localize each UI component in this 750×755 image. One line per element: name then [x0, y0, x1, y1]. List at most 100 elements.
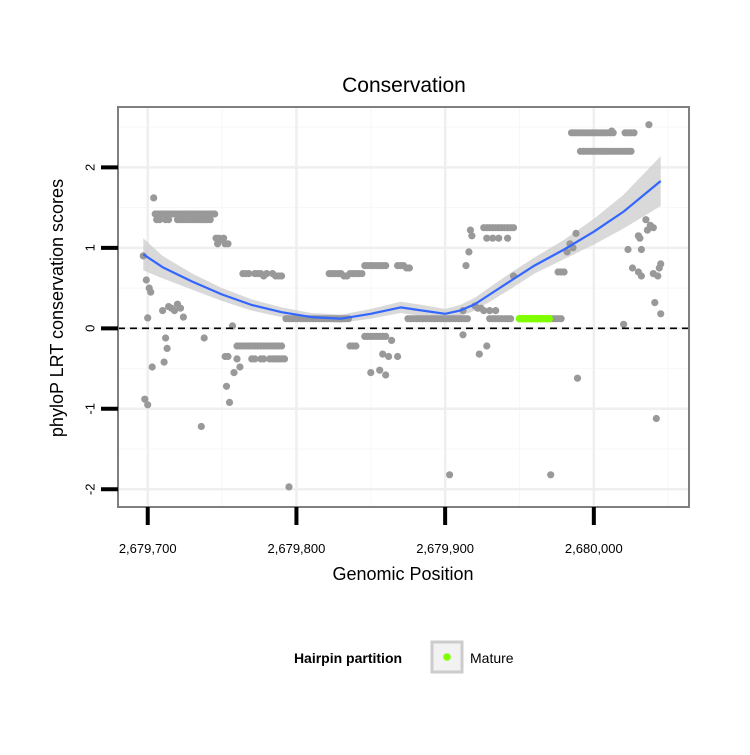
y-tick-label: 1 — [83, 244, 98, 251]
data-point — [233, 355, 241, 363]
data-point — [475, 350, 483, 358]
data-point — [480, 307, 488, 315]
data-point — [645, 121, 653, 129]
data-point — [379, 350, 387, 358]
grid-lines — [118, 107, 689, 507]
data-point — [148, 363, 156, 371]
data-point — [649, 270, 657, 278]
data-point — [251, 355, 259, 363]
data-point — [509, 224, 518, 232]
data-point — [144, 401, 152, 409]
data-point — [225, 398, 234, 406]
data-point — [651, 299, 659, 307]
data-point — [637, 245, 646, 254]
data-point — [608, 127, 616, 135]
data-point — [388, 336, 396, 344]
data-point — [170, 307, 179, 315]
data-point — [483, 342, 491, 350]
data-point — [628, 264, 637, 272]
data-point — [230, 369, 238, 377]
plot-border — [117, 106, 690, 508]
y-axis-label: phyloP LRT conservation scores — [47, 179, 67, 437]
data-point — [236, 363, 244, 371]
data-point — [462, 262, 470, 270]
data-point — [222, 382, 231, 390]
x-axis: 2,679,700 2,679,800 2,679,900 2,680,000 — [119, 507, 623, 556]
data-point — [147, 288, 155, 296]
data-point — [165, 216, 173, 224]
data-point — [492, 307, 500, 315]
data-point — [150, 194, 158, 202]
data-point — [197, 422, 205, 431]
data-point — [278, 342, 286, 350]
y-tick-label: -1 — [83, 403, 98, 415]
data-point — [224, 352, 232, 361]
x-tick-label: 2,680,000 — [565, 541, 623, 556]
data-point — [657, 310, 665, 318]
data-point — [278, 272, 286, 280]
data-point — [211, 210, 219, 218]
data-point — [627, 147, 635, 155]
data-point — [560, 268, 568, 276]
legend-label-mature: Mature — [470, 650, 514, 666]
data-point — [572, 229, 580, 237]
data-point — [382, 371, 390, 379]
x-axis-label: Genomic Position — [332, 564, 473, 584]
data-point — [179, 313, 187, 321]
data-point — [630, 129, 638, 137]
data-point — [483, 234, 491, 242]
data-point — [160, 358, 168, 366]
smooth-line — [142, 180, 662, 320]
legend-key-mature — [443, 653, 451, 661]
data-point — [507, 315, 515, 323]
legend: Hairpin partition Mature — [294, 640, 514, 674]
data-point — [489, 234, 497, 242]
data-point — [465, 248, 473, 256]
data-point — [176, 304, 185, 312]
data-point — [394, 352, 402, 361]
data-point — [214, 240, 222, 248]
data-point — [358, 270, 366, 278]
data-point — [263, 270, 271, 278]
data-point — [162, 334, 170, 342]
data-point — [206, 216, 214, 224]
data-point — [156, 216, 164, 224]
data-point — [459, 331, 467, 339]
data-point — [382, 262, 390, 270]
data-point — [636, 234, 644, 242]
legend-key-box — [430, 640, 464, 674]
data-point — [220, 234, 228, 242]
data-point — [224, 240, 232, 248]
mature-points — [515, 314, 553, 323]
data-point — [139, 252, 147, 260]
data-point — [159, 307, 167, 315]
y-axis: -2 -1 0 1 2 — [83, 164, 118, 495]
data-point — [468, 232, 476, 240]
data-point — [446, 471, 454, 479]
data-point — [200, 334, 208, 342]
data-point — [382, 332, 390, 340]
data-point — [642, 216, 650, 224]
data-point — [280, 355, 289, 363]
data-point — [495, 234, 503, 242]
data-point — [620, 320, 628, 328]
data-point — [486, 307, 494, 315]
data-point — [260, 355, 268, 363]
data-point — [573, 374, 582, 382]
smooth-line-group — [142, 180, 662, 320]
data-point — [367, 369, 375, 377]
data-points — [139, 121, 665, 491]
chart-title: Conservation — [342, 74, 466, 97]
data-point — [141, 395, 149, 403]
y-tick-label: 0 — [83, 325, 98, 332]
data-point — [463, 315, 471, 323]
data-point — [376, 366, 384, 374]
data-point — [563, 248, 571, 256]
x-tick-label: 2,679,800 — [268, 541, 326, 556]
x-tick-label: 2,679,900 — [416, 541, 474, 556]
data-point — [385, 352, 393, 361]
mature-point — [545, 314, 553, 323]
data-point — [637, 272, 646, 280]
data-point — [652, 414, 660, 423]
